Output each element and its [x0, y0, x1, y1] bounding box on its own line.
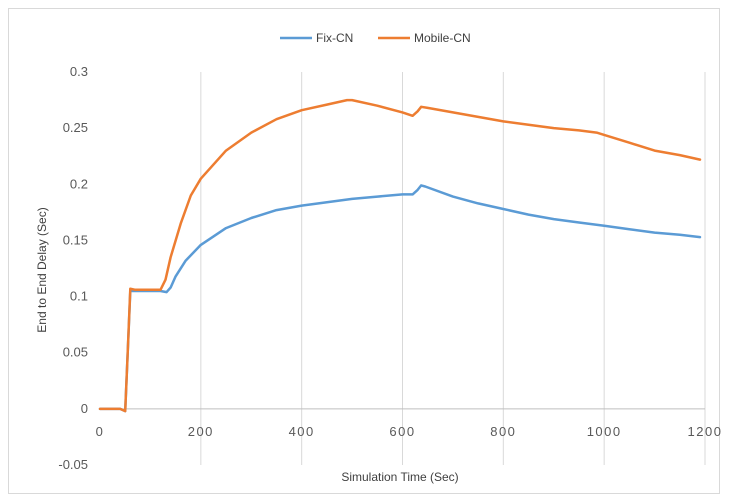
x-tick-label: 600	[389, 424, 415, 439]
y-tick-label: -0.05	[58, 457, 88, 472]
x-tick-label: 1200	[688, 424, 723, 439]
series-line-fix-cn	[98, 184, 702, 413]
y-tick-label: 0.25	[63, 120, 88, 135]
x-tick-label: 400	[289, 424, 315, 439]
chart-frame	[8, 8, 720, 494]
legend-label-mobile-cn: Mobile-CN	[414, 31, 471, 45]
series-line-mobile-cn	[98, 98, 702, 413]
x-tick-label: 200	[188, 424, 214, 439]
y-tick-label: 0.05	[63, 345, 88, 360]
y-tick-label: 0.15	[63, 232, 88, 247]
y-tick-label: 0.1	[70, 289, 88, 304]
x-tick-label: 800	[490, 424, 516, 439]
y-axis-title: End to End Delay (Sec)	[35, 207, 49, 332]
y-tick-label: 0.2	[70, 176, 88, 191]
y-tick-label: 0.3	[70, 64, 88, 79]
x-axis-title: Simulation Time (Sec)	[341, 470, 458, 484]
y-tick-label: 0	[81, 401, 88, 416]
x-tick-label: 1000	[587, 424, 622, 439]
legend-label-fix-cn: Fix-CN	[316, 31, 353, 45]
x-tick-label: 0	[96, 424, 105, 439]
